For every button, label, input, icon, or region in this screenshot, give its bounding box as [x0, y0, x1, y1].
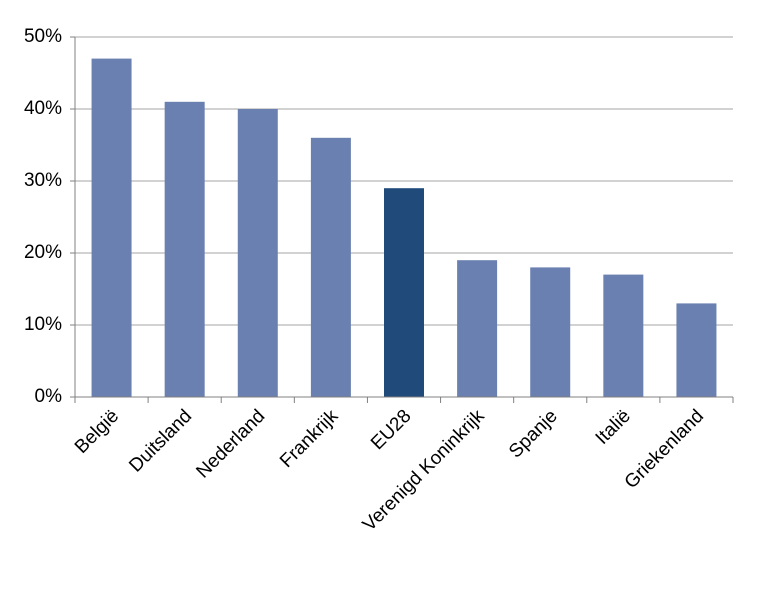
y-tick-label: 20% — [24, 242, 62, 263]
bar — [603, 274, 644, 397]
x-tick-label: Italië — [592, 406, 635, 449]
x-tick-label: Griekenland — [621, 406, 708, 493]
x-tick-label: Duitsland — [125, 406, 196, 477]
y-tick-label: 50% — [24, 26, 62, 47]
bar — [384, 188, 424, 397]
bar — [676, 303, 717, 397]
bar — [457, 260, 498, 397]
x-tick-label: Nederland — [192, 406, 269, 483]
bar — [91, 58, 132, 397]
bar — [237, 109, 278, 397]
x-tick-label: Spanje — [505, 406, 562, 463]
y-tick-label: 40% — [24, 98, 62, 119]
y-tick-label: 0% — [35, 386, 63, 407]
y-tick-label: 10% — [24, 314, 62, 335]
x-tick-label: Frankrijk — [276, 405, 343, 472]
bar — [530, 267, 571, 397]
x-tick-label: EU28 — [367, 406, 415, 454]
y-tick-label: 30% — [24, 170, 62, 191]
x-tick-label: België — [71, 406, 123, 458]
x-tick-label: Verenigd Koninkrijk — [359, 405, 489, 535]
bar — [310, 137, 351, 398]
bar — [164, 101, 205, 398]
